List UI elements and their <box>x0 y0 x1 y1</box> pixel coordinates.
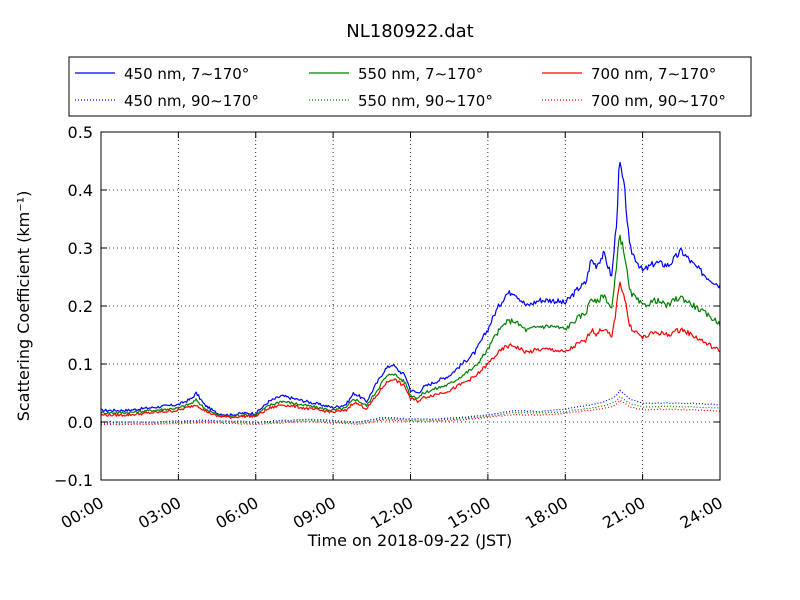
x-tick-label: 06:00 <box>212 493 261 533</box>
legend-label-2: 700 nm, 7∼170° <box>591 65 716 83</box>
series-line-2 <box>101 281 720 419</box>
x-tick-label: 09:00 <box>290 493 339 533</box>
series-line-3 <box>101 389 720 423</box>
chart-title: NL180922.dat <box>346 21 473 42</box>
y-tick-label: −0.1 <box>54 471 93 490</box>
x-tick-label: 24:00 <box>677 493 726 533</box>
x-tick-label: 15:00 <box>444 493 493 533</box>
legend-label-4: 550 nm, 90∼170° <box>358 92 493 110</box>
x-tick-label: 12:00 <box>367 493 416 533</box>
y-tick-label: 0.5 <box>68 123 93 142</box>
y-tick-label: 0.4 <box>68 181 93 200</box>
series-line-0 <box>101 161 720 417</box>
y-tick-label: 0.2 <box>68 297 93 316</box>
legend-label-5: 700 nm, 90∼170° <box>591 92 726 110</box>
x-axis-label: Time on 2018-09-22 (JST) <box>307 531 512 550</box>
y-tick-label: 0.3 <box>68 239 93 258</box>
series-line-1 <box>101 234 720 418</box>
grid-lines <box>101 132 720 480</box>
x-tick-label: 21:00 <box>599 493 648 533</box>
x-tick-labels: 00:00 03:00 06:00 09:00 12:00 15:00 18:00 21:00… <box>58 493 726 533</box>
legend-label-0: 450 nm, 7∼170° <box>124 65 249 83</box>
series-lines <box>101 161 720 426</box>
x-tick-label: 18:00 <box>522 493 571 533</box>
series-line-5 <box>101 399 720 426</box>
plot-frame <box>100 131 721 481</box>
x-tick-label: 03:00 <box>135 493 184 533</box>
y-axis-label: Scattering Coefficient (km⁻¹) <box>14 191 33 422</box>
y-tick-label: 0.1 <box>68 355 93 374</box>
plot-area <box>100 131 721 481</box>
y-tick-labels: −0.1 0.0 0.1 0.2 0.3 0.4 0.5 <box>54 123 93 490</box>
x-tick-label: 00:00 <box>58 493 107 533</box>
legend-label-1: 550 nm, 7∼170° <box>358 65 483 83</box>
legend-frame <box>68 56 752 117</box>
legend: 450 nm, 7∼170° 550 nm, 7∼170° 700 nm, 7∼17… <box>68 56 752 117</box>
y-tick-label: 0.0 <box>68 413 93 432</box>
legend-label-3: 450 nm, 90∼170° <box>124 92 259 110</box>
